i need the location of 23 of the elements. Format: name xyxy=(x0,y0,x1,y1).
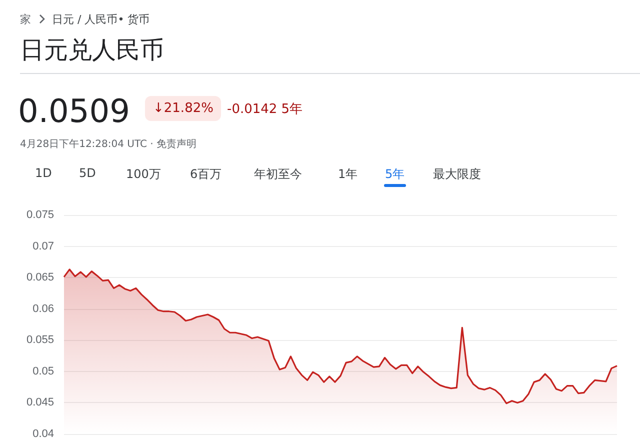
text: 日元 / 人民币• 货币 xyxy=(52,12,150,27)
text: 6百万 xyxy=(190,166,222,183)
text: ↓21.82% xyxy=(145,96,222,121)
text: 1D xyxy=(35,166,52,180)
text: 5D xyxy=(79,166,96,180)
y-tick-label: 0.04 xyxy=(32,428,54,440)
text: 4月28日下午12:28:04 UTC · 免责声明 xyxy=(20,138,197,151)
y-tick-label: 0.06 xyxy=(32,302,54,315)
y-tick-label: 0.05 xyxy=(32,365,54,378)
chart-title: 日元兑人民币 xyxy=(20,35,164,66)
y-tick-label: 0.07 xyxy=(32,240,54,252)
y-tick-label: 0.045 xyxy=(26,396,54,409)
y-tick-label: 0.075 xyxy=(26,209,54,221)
y-tick-label: 0.055 xyxy=(26,334,54,346)
text: 家 xyxy=(20,12,31,27)
text: 1年 xyxy=(338,166,358,183)
text: 5年 xyxy=(385,166,405,183)
y-tick-label: 0.065 xyxy=(26,272,54,284)
text: 0.0509 xyxy=(18,92,130,130)
text: 最大限度 xyxy=(433,166,481,183)
text: -0.0142 5年 xyxy=(227,101,303,118)
text: 年初至今 xyxy=(254,166,302,183)
text: 100万 xyxy=(126,166,161,183)
